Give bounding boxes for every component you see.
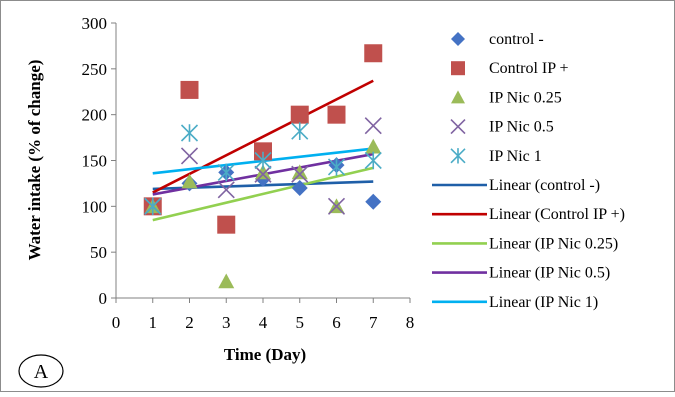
legend-label: Linear (IP Nic 0.25)	[489, 235, 618, 252]
legend: control - Control IP + IP Nic 0.25 IP Nic 0…	[432, 31, 625, 311]
data-point	[291, 165, 309, 183]
legend-label: Linear (control -)	[489, 177, 600, 194]
x-tick-label: 3	[222, 313, 231, 332]
data-point	[217, 215, 236, 234]
data-point	[218, 273, 235, 289]
data-point	[180, 147, 199, 165]
data-point	[217, 181, 235, 199]
data-point	[291, 164, 308, 180]
data-point	[254, 165, 272, 183]
y-tick-label: 50	[90, 243, 107, 262]
data-point	[181, 173, 198, 189]
panel-label-circle	[18, 354, 64, 388]
y-axis-title: Water intake (% of change)	[25, 60, 44, 261]
data-point	[144, 197, 162, 216]
data-point	[291, 180, 308, 196]
data-point	[365, 138, 382, 154]
legend-label: control -	[489, 31, 544, 48]
legend-label: IP Nic 0.5	[489, 119, 554, 136]
x-tick-label: 7	[369, 313, 378, 332]
x-tick-label: 2	[185, 313, 194, 332]
x-tick-label: 4	[259, 313, 268, 332]
legend-marker	[451, 61, 465, 76]
y-tick-label: 150	[82, 152, 108, 171]
data-point	[364, 117, 382, 135]
panel-label: A	[34, 361, 49, 383]
legend-label: IP Nic 1	[489, 148, 542, 165]
legend-marker	[451, 32, 465, 46]
axes: 0 50 100 150 200 250 300 0 1 2 3 4 5 6 7 8	[82, 14, 415, 332]
y-tick-label: 100	[82, 197, 108, 216]
legend-label: Linear (IP Nic 0.5)	[489, 265, 610, 282]
y-tick-label: 300	[82, 14, 108, 33]
x-tick-label: 5	[296, 313, 305, 332]
legend-label: Linear (IP Nic 1)	[489, 294, 598, 311]
x-tick-label: 6	[332, 313, 341, 332]
data-point	[291, 122, 309, 140]
legend-label: Control IP +	[489, 60, 569, 77]
data-point	[327, 105, 346, 124]
y-tick-label: 0	[99, 289, 108, 308]
data-point	[327, 197, 346, 215]
data-point	[217, 163, 235, 182]
x-tick-label: 1	[149, 313, 158, 332]
x-tick-label: 0	[112, 313, 121, 332]
legend-label: Linear (Control IP +)	[489, 206, 625, 223]
x-tick-label: 8	[406, 313, 415, 332]
data-point	[365, 193, 382, 210]
legend-marker	[451, 90, 465, 104]
data-point	[364, 151, 382, 170]
data-point	[180, 80, 199, 99]
trendline	[152, 166, 374, 222]
data-point	[327, 158, 346, 176]
data-point	[290, 105, 309, 124]
data-point	[364, 44, 383, 63]
x-axis-title: Time (Day)	[224, 345, 306, 364]
data-point	[180, 124, 199, 142]
data-point	[254, 151, 272, 170]
legend-marker	[450, 148, 466, 164]
y-tick-label: 250	[82, 60, 108, 79]
data-markers	[143, 44, 383, 289]
legend-label: IP Nic 0.25	[489, 89, 562, 106]
y-tick-label: 200	[82, 106, 108, 125]
data-point	[255, 164, 271, 180]
legend-marker	[450, 119, 466, 135]
